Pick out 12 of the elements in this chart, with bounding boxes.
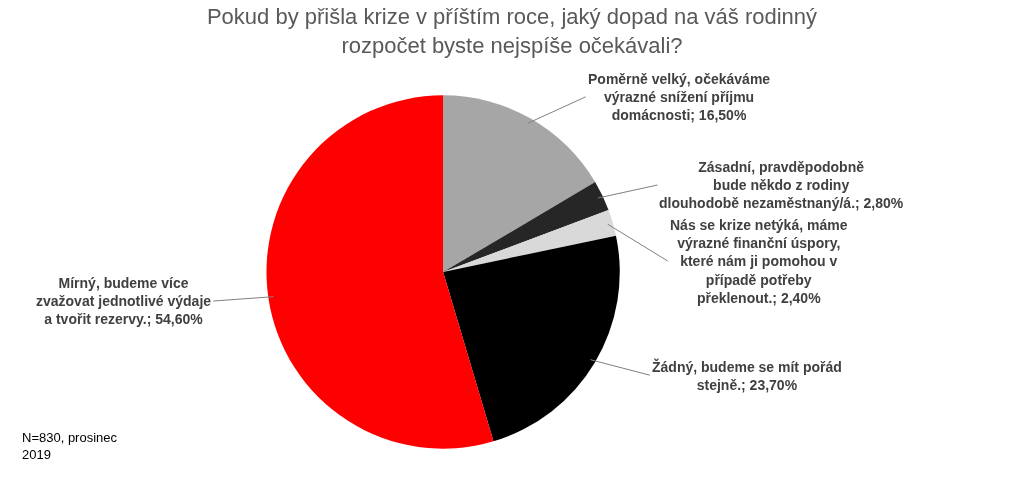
chart-title: Pokud by přišla krize v příštím roce, jaký dopad na váš rodinný rozpočet byste nejspíše očekávali? — [206, 4, 818, 58]
pie-slice — [443, 235, 620, 442]
slice-label: Zásadní, pravděpodobně bude někdo z rodiny dlouhodobě nezaměstnaný/á.; 2,80% — [659, 159, 904, 212]
pie-slice — [443, 95, 596, 272]
slice-label: Mírný, budeme více zvažovat jednotlivé výdaje a tvořit rezervy.; 54,60% — [36, 275, 212, 328]
slice-label: Poměrně velký, očekáváme výrazné snížení příjmu domácnosti; 16,50% — [588, 71, 771, 124]
pie-slice — [443, 182, 609, 272]
slice-label: Žádný, budeme se mít pořád stejně.; 23,70% — [652, 358, 842, 394]
text: N=830, prosinec 2019 — [22, 430, 118, 462]
pie-slice — [266, 95, 494, 449]
pie-slice — [443, 210, 616, 272]
slice-label: Nás se krize netýká, máme výrazné finanční úspory, které nám ji pomohou v případě potřeby překlenout.; 2,40% — [670, 217, 848, 306]
